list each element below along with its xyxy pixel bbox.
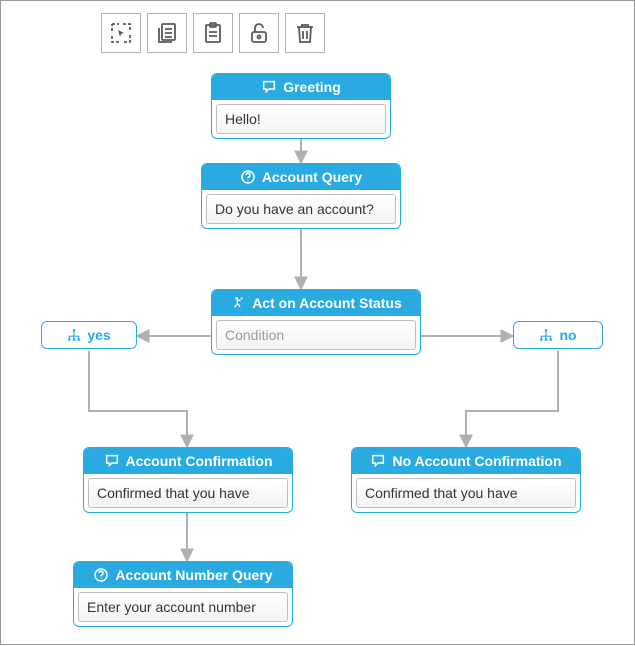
unlock-tool-button[interactable] (239, 13, 279, 53)
node-header: No Account Confirmation (352, 448, 580, 474)
branch-label: yes (87, 327, 110, 343)
node-title: Greeting (283, 79, 341, 95)
branch-icon (67, 328, 81, 342)
question-icon (240, 169, 256, 185)
copy-icon (155, 21, 179, 45)
node-no-account-confirmation[interactable]: No Account Confirmation Confirmed that y… (351, 447, 581, 513)
flowchart-canvas: Greeting Hello! Account Query Do you hav… (0, 0, 635, 645)
speech-icon (370, 453, 386, 469)
speech-icon (261, 79, 277, 95)
node-body[interactable]: Confirmed that you have (356, 478, 576, 508)
toolbar (101, 13, 325, 53)
node-title: No Account Confirmation (392, 453, 561, 469)
node-body[interactable]: Hello! (216, 104, 386, 134)
branch-yes[interactable]: yes (41, 321, 137, 349)
question-icon (93, 567, 109, 583)
node-title: Account Confirmation (126, 453, 273, 469)
node-header: Account Query (202, 164, 400, 190)
node-title: Account Query (262, 169, 362, 185)
select-tool-button[interactable] (101, 13, 141, 53)
node-body[interactable]: Enter your account number (78, 592, 288, 622)
node-act-on-account-status[interactable]: Act on Account Status Condition (211, 289, 421, 355)
delete-icon (293, 21, 317, 45)
speech-icon (104, 453, 120, 469)
paste-icon (201, 21, 225, 45)
node-body[interactable]: Condition (216, 320, 416, 350)
node-greeting[interactable]: Greeting Hello! (211, 73, 391, 139)
node-header: Greeting (212, 74, 390, 100)
node-header: Act on Account Status (212, 290, 420, 316)
branch-no[interactable]: no (513, 321, 603, 349)
select-icon (109, 21, 133, 45)
node-title: Account Number Query (115, 567, 272, 583)
copy-tool-button[interactable] (147, 13, 187, 53)
delete-tool-button[interactable] (285, 13, 325, 53)
node-account-confirmation[interactable]: Account Confirmation Confirmed that you … (83, 447, 293, 513)
unlock-icon (247, 21, 271, 45)
node-header: Account Number Query (74, 562, 292, 588)
branch-label: no (559, 327, 576, 343)
action-icon (230, 295, 246, 311)
branch-icon (539, 328, 553, 342)
node-title: Act on Account Status (252, 295, 402, 311)
node-body[interactable]: Do you have an account? (206, 194, 396, 224)
paste-tool-button[interactable] (193, 13, 233, 53)
node-header: Account Confirmation (84, 448, 292, 474)
node-account-number-query[interactable]: Account Number Query Enter your account … (73, 561, 293, 627)
node-account-query[interactable]: Account Query Do you have an account? (201, 163, 401, 229)
node-body[interactable]: Confirmed that you have (88, 478, 288, 508)
